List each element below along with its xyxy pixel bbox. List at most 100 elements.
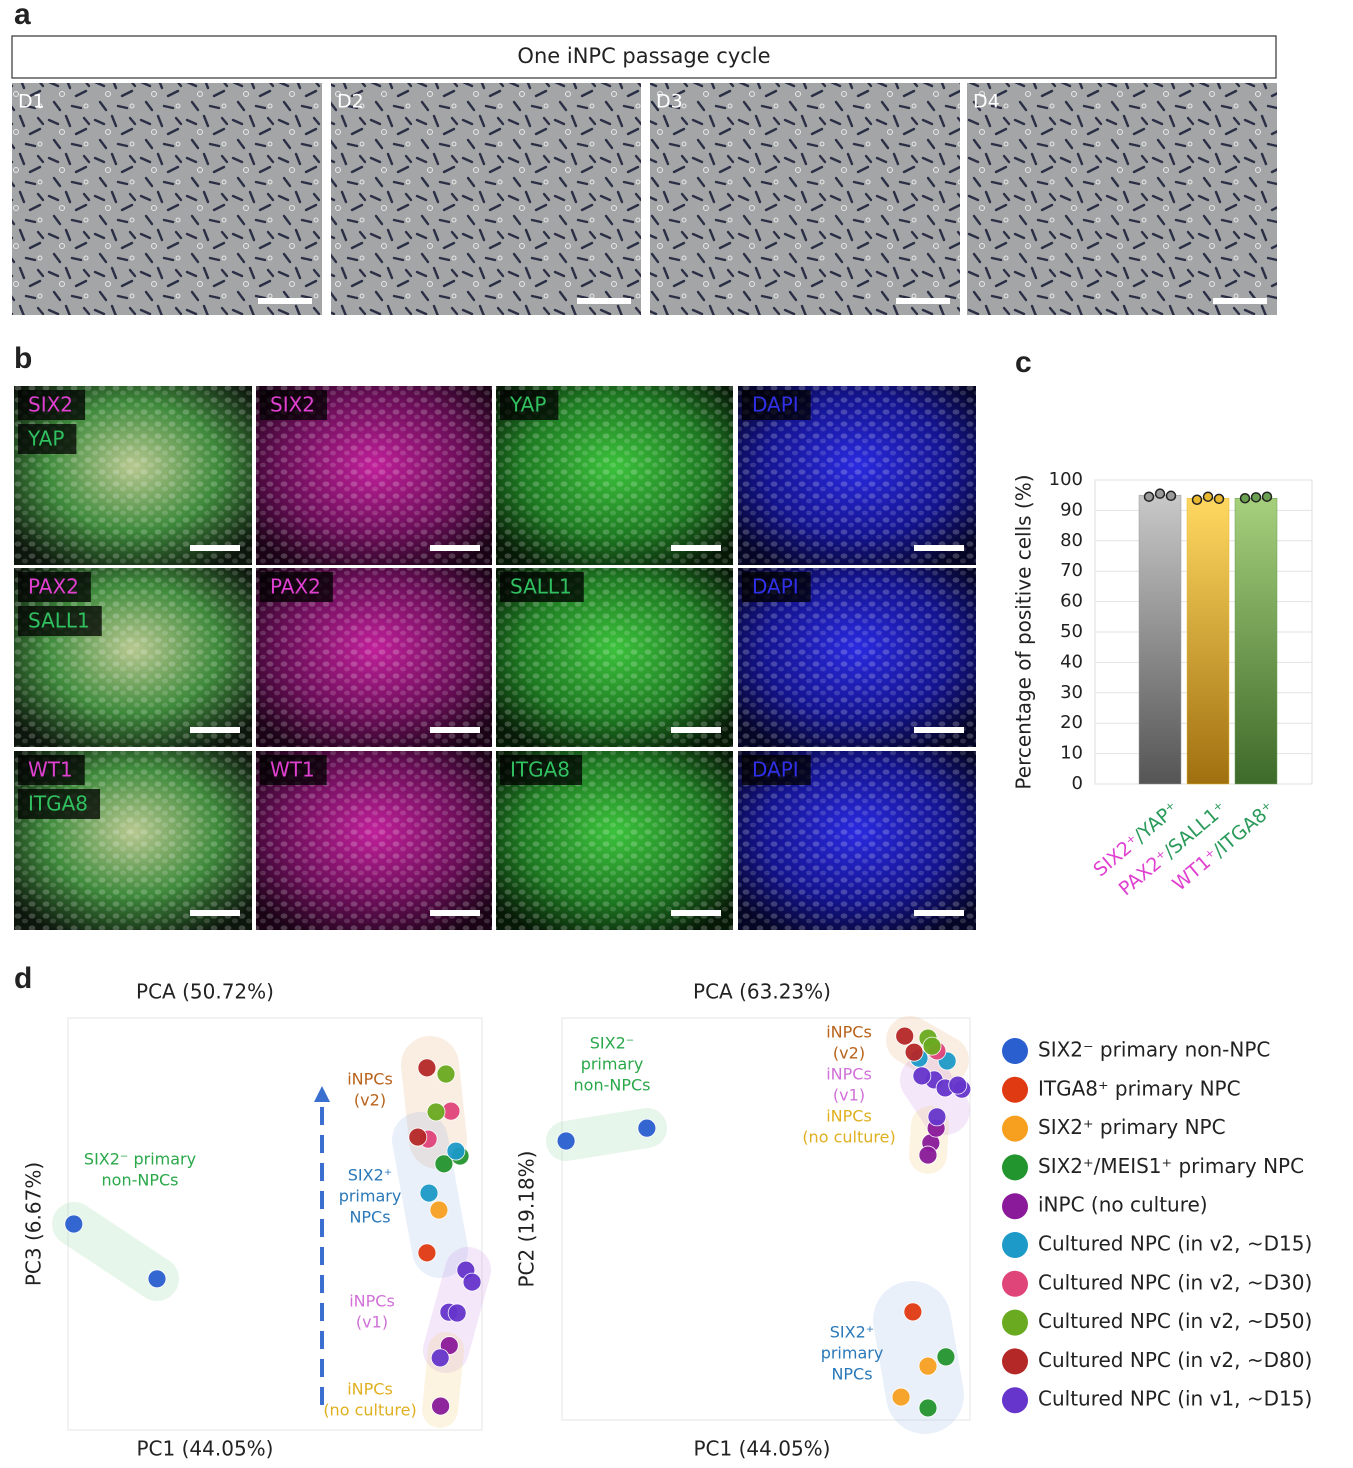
annotation: non-NPCs	[102, 1171, 179, 1190]
data-point	[1202, 491, 1214, 502]
y-axis-label: PC3 (6.67%)	[22, 1162, 46, 1286]
label-box	[260, 572, 333, 602]
data-point	[1239, 492, 1251, 504]
plot-title: PCA (63.23%)	[693, 980, 831, 1004]
scatter-point	[417, 1243, 437, 1263]
y-axis-label: PC2 (19.18%)	[515, 1151, 539, 1288]
scale-bar	[430, 910, 480, 916]
data-point	[1191, 494, 1203, 506]
marker-label: SIX2	[28, 393, 73, 417]
marker-label: YAP	[509, 393, 546, 417]
scatter-point	[429, 1200, 449, 1220]
annotation: (v1)	[356, 1313, 388, 1332]
day-label: D2	[337, 91, 364, 113]
label-box	[500, 755, 583, 785]
scale-bar	[190, 910, 240, 916]
legend-label: ITGA8⁺ primary NPC	[1038, 1076, 1241, 1100]
y-tick-label: 60	[1060, 591, 1083, 612]
marker-label: SALL1	[510, 575, 572, 599]
scatter-point	[408, 1127, 428, 1147]
marker-label: PAX2	[270, 575, 321, 599]
y-tick-label: 80	[1060, 530, 1083, 551]
data-point	[1143, 491, 1155, 502]
panel-a-title: One iNPC passage cycle	[517, 44, 770, 68]
legend-swatch	[1002, 1232, 1028, 1258]
micrograph	[331, 83, 641, 315]
annotation: SIX2⁺	[348, 1166, 392, 1185]
scale-bar	[896, 298, 950, 304]
annotation: primary	[581, 1055, 644, 1074]
scatter-point	[891, 1387, 911, 1407]
micrograph	[650, 83, 960, 315]
data-point	[1213, 493, 1225, 505]
marker-label: DAPI	[752, 758, 799, 782]
marker-label: WT1	[270, 758, 315, 782]
x-axis-label: PC1 (44.05%)	[137, 1437, 274, 1461]
panel-letter: c	[1015, 346, 1032, 379]
scatter-point	[904, 1042, 924, 1062]
data-point	[1261, 491, 1273, 502]
legend-label: Cultured NPC (in v1, ~D15)	[1038, 1387, 1312, 1411]
annotation: NPCs	[831, 1365, 872, 1384]
legend-label: SIX2⁻ primary non-NPC	[1038, 1038, 1270, 1062]
annotation: iNPCs	[826, 1107, 872, 1126]
scatter-point	[417, 1058, 437, 1078]
scatter-point	[918, 1145, 938, 1165]
scatter-point	[431, 1396, 451, 1416]
scatter-point	[147, 1269, 167, 1289]
scatter-point	[895, 1026, 915, 1046]
scale-bar	[430, 545, 480, 551]
plot-title: PCA (50.72%)	[136, 980, 274, 1004]
label-box	[260, 755, 327, 785]
annotation: primary	[821, 1344, 884, 1363]
scatter-point	[462, 1272, 482, 1292]
label-box	[742, 755, 811, 785]
y-tick-label: 30	[1060, 682, 1083, 703]
y-tick-label: 90	[1060, 499, 1083, 520]
day-label: D3	[656, 91, 683, 113]
scatter-point	[434, 1154, 454, 1174]
bar	[1138, 494, 1182, 785]
annotation: (v2)	[833, 1044, 865, 1063]
data-point	[1250, 492, 1262, 503]
annotation: (no culture)	[323, 1401, 416, 1420]
legend-label: iNPC (no culture)	[1038, 1193, 1208, 1217]
scatter-point	[446, 1141, 466, 1161]
annotation: (v2)	[354, 1091, 386, 1110]
label-box	[500, 572, 584, 602]
label-box	[18, 424, 77, 454]
annotation: iNPCs	[349, 1292, 395, 1311]
marker-label: SIX2	[270, 393, 315, 417]
label-box	[260, 390, 328, 420]
annotation: iNPCs	[347, 1380, 393, 1399]
scatter-point	[426, 1102, 446, 1122]
marker-label: YAP	[27, 427, 64, 451]
legend-swatch	[1002, 1154, 1028, 1181]
legend-swatch	[1002, 1076, 1028, 1103]
scatter-point	[447, 1303, 467, 1323]
scale-bar	[258, 298, 312, 304]
scale-bar	[190, 545, 240, 551]
legend-swatch	[1002, 1193, 1028, 1220]
label-box	[18, 606, 102, 636]
scale-bar	[671, 910, 721, 916]
legend-label: Cultured NPC (in v2, ~D15)	[1038, 1232, 1312, 1256]
legend-label: Cultured NPC (in v2, ~D80)	[1038, 1348, 1312, 1372]
scatter-point	[936, 1347, 956, 1367]
scale-bar	[914, 727, 964, 733]
scatter-point	[918, 1398, 938, 1418]
annotation: iNPCs	[347, 1070, 393, 1089]
marker-label: DAPI	[752, 393, 799, 417]
day-label: D1	[18, 91, 45, 113]
marker-label: SALL1	[28, 609, 90, 633]
label-box	[742, 390, 811, 420]
panel-letter: b	[14, 342, 32, 375]
cluster-hull	[546, 1108, 667, 1161]
label-box	[18, 390, 86, 420]
scale-bar	[577, 298, 631, 304]
scatter-point	[918, 1356, 938, 1376]
y-tick-label: 70	[1060, 560, 1083, 581]
scatter-point	[922, 1036, 942, 1056]
annotation: NPCs	[349, 1208, 390, 1227]
